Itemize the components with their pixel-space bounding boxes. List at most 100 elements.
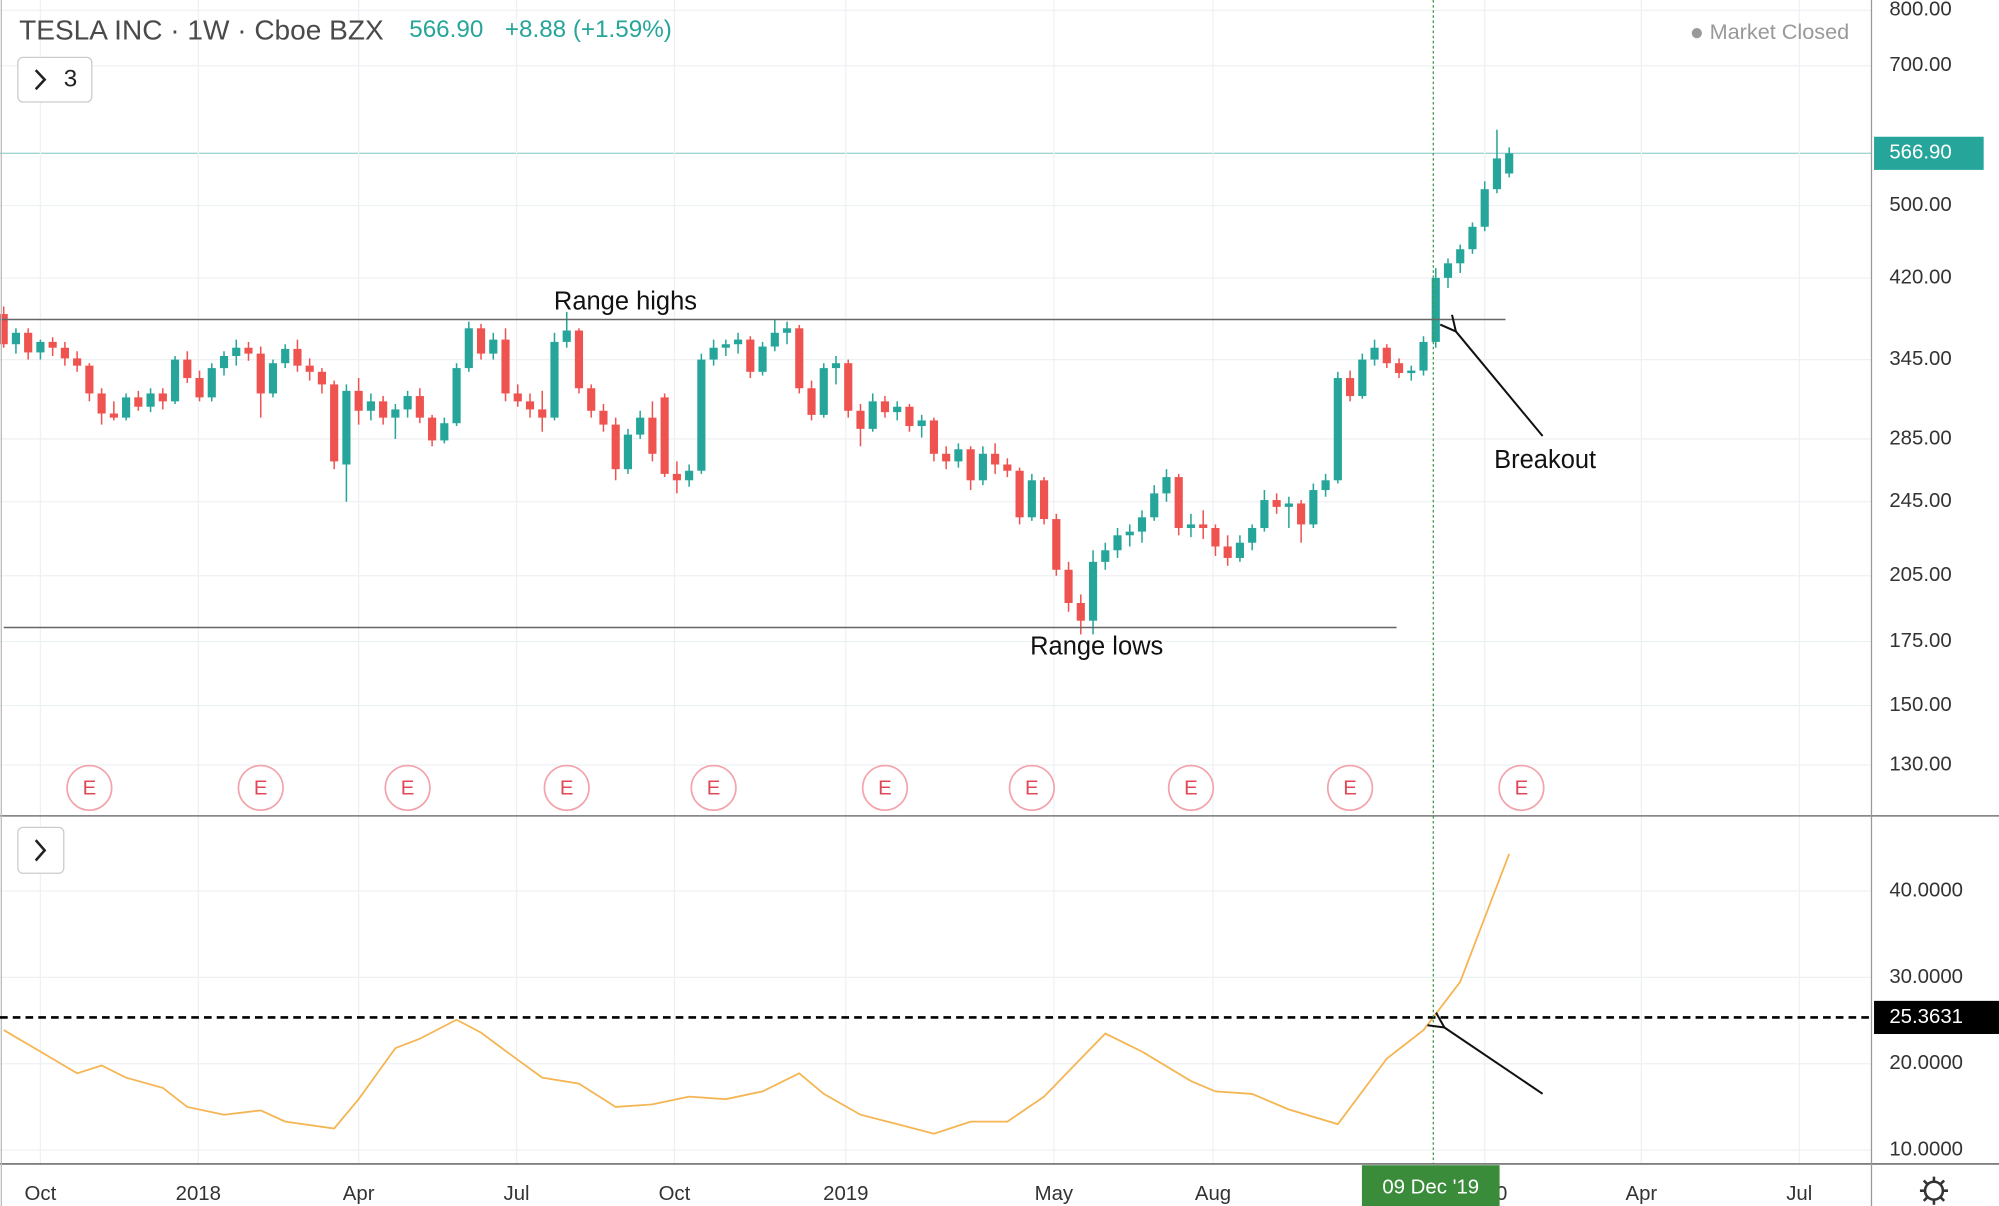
- candle-body: [880, 401, 890, 413]
- candle-body: [501, 339, 510, 394]
- candle-body: [611, 424, 620, 470]
- candle-body: [905, 406, 914, 427]
- candle-body: [415, 396, 424, 418]
- candle-body: [1505, 153, 1514, 174]
- x-tick-label: 2019: [823, 1183, 868, 1205]
- candle-body: [1003, 464, 1012, 471]
- candle-body: [391, 409, 400, 418]
- candle-body: [954, 449, 963, 462]
- earnings-label: E: [1515, 778, 1529, 800]
- x-tick-label: Oct: [25, 1183, 57, 1205]
- earnings-marker: [1326, 764, 1374, 811]
- candle-body: [1248, 528, 1257, 543]
- candle-body: [831, 363, 841, 369]
- callout-label: Breakout: [1494, 446, 1596, 474]
- price-change: +8.88 (+1.59%): [505, 16, 672, 43]
- candle-body: [550, 341, 559, 418]
- candle-body: [36, 341, 45, 353]
- grid: [0, 0, 1872, 1164]
- candle-body: [1211, 528, 1220, 547]
- legend-toggle-box[interactable]: [17, 56, 93, 103]
- candle-body: [476, 328, 486, 354]
- earnings-marker: [1008, 764, 1055, 811]
- x-tick-label: May: [1035, 1183, 1074, 1205]
- earnings-marker: [543, 764, 590, 811]
- y-tick-label: 800.00: [1889, 0, 1951, 21]
- y-tick-label: 175.00: [1889, 630, 1951, 652]
- candle-body: [0, 314, 8, 345]
- candle-body: [1186, 524, 1196, 529]
- candle-body: [1492, 158, 1502, 190]
- indicator-toggle-box[interactable]: [17, 826, 65, 874]
- earnings-label: E: [1184, 778, 1198, 800]
- candle-body: [85, 365, 94, 394]
- candle-body: [403, 396, 412, 410]
- candle-body: [1345, 378, 1355, 397]
- candle-body: [893, 406, 902, 413]
- candle-body: [562, 330, 571, 342]
- candle-body: [1052, 519, 1061, 570]
- y-tick-label: 150.00: [1889, 694, 1951, 716]
- legend-toggle[interactable]: 3: [17, 56, 93, 103]
- y-tick-label: 700.00: [1889, 54, 1951, 76]
- candle-body: [844, 363, 853, 411]
- candle-body: [256, 353, 265, 394]
- candle-body: [330, 384, 339, 462]
- candle-body: [734, 339, 743, 345]
- y-tick-label: 345.00: [1889, 348, 1951, 370]
- candle-body: [219, 355, 229, 369]
- candle-body: [73, 358, 82, 366]
- level-label: 25.3631: [1889, 1006, 1963, 1028]
- candle-body: [1443, 263, 1453, 278]
- chevron: [34, 69, 47, 91]
- candle-body: [599, 410, 608, 425]
- chevron: [34, 839, 47, 862]
- candle-body: [244, 347, 253, 354]
- candle-body: [1113, 535, 1122, 551]
- candle-body: [1150, 493, 1159, 518]
- gear-teeth: [1919, 1176, 1948, 1205]
- candle-body: [464, 328, 473, 369]
- candle-body: [232, 347, 241, 356]
- candle-body: [1382, 347, 1391, 364]
- candle-body: [636, 417, 645, 435]
- candle-body: [1456, 249, 1465, 264]
- market-status: Market Closed: [1710, 19, 1850, 44]
- earnings-marker: [1167, 764, 1215, 811]
- candle-body: [929, 420, 939, 454]
- earnings-marker: [1498, 764, 1545, 811]
- candle-body: [11, 332, 21, 345]
- candle-body: [1309, 490, 1318, 525]
- candle-body: [868, 401, 877, 429]
- last-price-tag: [1874, 136, 1984, 170]
- candle-body: [721, 344, 730, 348]
- candle-body: [1480, 189, 1489, 227]
- candle-body: [1321, 480, 1330, 491]
- candle-body: [587, 388, 596, 411]
- candle-body: [1468, 226, 1477, 250]
- candle-body: [795, 328, 804, 389]
- candle-body: [966, 449, 975, 481]
- candle-body: [672, 473, 681, 481]
- candle-body: [1419, 341, 1428, 371]
- candle-body: [24, 332, 33, 353]
- candle-body: [746, 339, 755, 372]
- candle-body: [428, 417, 437, 441]
- candle-body: [342, 390, 351, 465]
- candle-body: [819, 368, 828, 415]
- earnings-label: E: [254, 778, 268, 800]
- candle-body: [1088, 561, 1098, 621]
- candle-body: [685, 470, 694, 481]
- annotation-label: Range highs: [554, 288, 697, 316]
- indicator-toggle[interactable]: [17, 826, 65, 874]
- y-tick-label: 20.0000: [1889, 1052, 1963, 1074]
- candle-body: [538, 409, 547, 418]
- candle-body: [134, 397, 143, 407]
- settings-button[interactable]: [1919, 1176, 1948, 1205]
- annotation-label: Range lows: [1030, 633, 1163, 661]
- candle-body: [146, 393, 155, 407]
- earnings-label: E: [707, 778, 721, 800]
